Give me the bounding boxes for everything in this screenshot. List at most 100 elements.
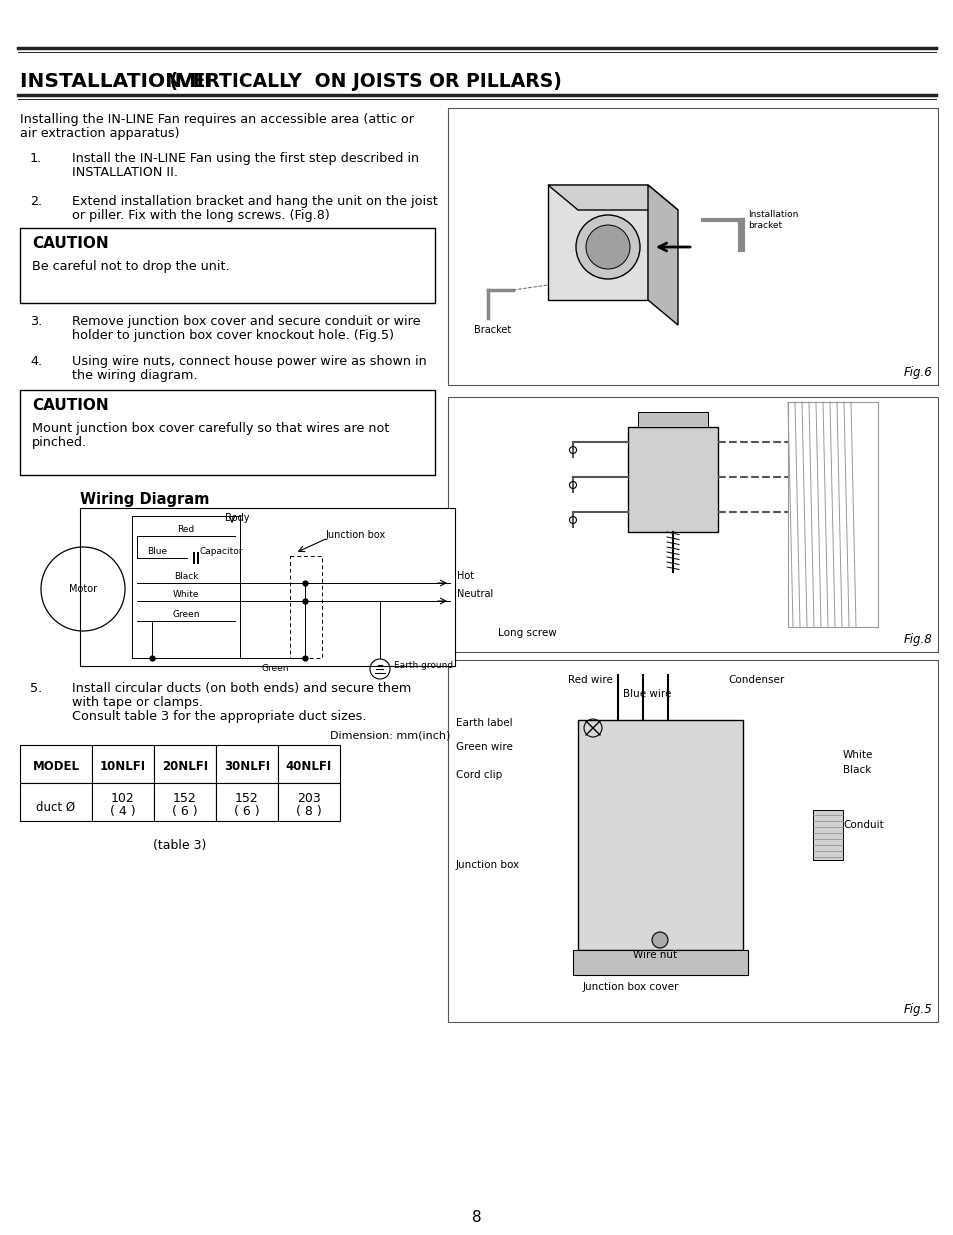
Bar	[20, 390, 435, 475]
Text: ( 8 ): ( 8 )	[295, 805, 321, 818]
Bar	[20, 745, 91, 783]
Bar	[153, 745, 215, 783]
Bar	[627, 427, 718, 532]
Bar	[20, 783, 91, 821]
Text: 8: 8	[472, 1210, 481, 1225]
Bar	[578, 720, 742, 950]
Text: duct Ø: duct Ø	[36, 800, 75, 814]
Bar	[448, 396, 937, 652]
Bar	[573, 950, 747, 974]
Text: Install circular ducts (on both ends) and secure them: Install circular ducts (on both ends) an…	[71, 682, 411, 695]
Bar	[215, 783, 277, 821]
Bar	[448, 107, 937, 385]
Text: (VERTICALLY  ON JOISTS OR PILLARS): (VERTICALLY ON JOISTS OR PILLARS)	[163, 72, 561, 91]
Text: Wiring Diagram: Wiring Diagram	[80, 492, 209, 508]
Bar	[132, 516, 240, 658]
Text: Green wire: Green wire	[456, 742, 513, 752]
Text: 203: 203	[296, 792, 320, 805]
Text: 10NLFI: 10NLFI	[100, 760, 146, 773]
Text: Junction box cover: Junction box cover	[582, 982, 679, 992]
Text: Install the IN-LINE Fan using the first step described in: Install the IN-LINE Fan using the first …	[71, 152, 418, 165]
Bar	[215, 745, 277, 783]
Text: Earth ground: Earth ground	[394, 662, 453, 671]
Text: White: White	[842, 750, 872, 760]
Text: 40NLFI: 40NLFI	[286, 760, 332, 773]
Text: Junction box: Junction box	[456, 860, 519, 869]
Bar	[547, 185, 647, 300]
Bar	[91, 745, 153, 783]
Circle shape	[651, 932, 667, 948]
Bar	[812, 810, 842, 860]
Text: Cord clip: Cord clip	[456, 769, 501, 781]
Text: INSTALLATION II.: INSTALLATION II.	[71, 165, 178, 179]
Text: the wiring diagram.: the wiring diagram.	[71, 369, 197, 382]
Bar	[20, 228, 435, 303]
Text: ( 6 ): ( 6 )	[172, 805, 197, 818]
Text: Using wire nuts, connect house power wire as shown in: Using wire nuts, connect house power wir…	[71, 354, 426, 368]
Text: Condenser: Condenser	[727, 676, 783, 685]
Text: 4.: 4.	[30, 354, 42, 368]
Text: 5.: 5.	[30, 682, 42, 695]
Circle shape	[585, 225, 629, 269]
Text: air extraction apparatus): air extraction apparatus)	[20, 127, 179, 140]
Text: Black: Black	[173, 572, 198, 580]
Text: Installation
bracket: Installation bracket	[747, 210, 798, 230]
Text: Earth label: Earth label	[456, 718, 512, 727]
Text: Remove junction box cover and secure conduit or wire: Remove junction box cover and secure con…	[71, 315, 420, 329]
Text: Motor: Motor	[69, 584, 97, 594]
Text: ( 4 ): ( 4 )	[111, 805, 135, 818]
Polygon shape	[547, 185, 678, 210]
Text: Black: Black	[842, 764, 870, 776]
Bar	[153, 783, 215, 821]
Text: Dimension: mm(inch): Dimension: mm(inch)	[330, 730, 450, 740]
Text: INSTALLATION III: INSTALLATION III	[20, 72, 212, 91]
Text: Blue: Blue	[147, 547, 167, 556]
Text: Extend installation bracket and hang the unit on the joist: Extend installation bracket and hang the…	[71, 195, 437, 207]
Text: CAUTION: CAUTION	[32, 236, 109, 251]
Text: 1.: 1.	[30, 152, 42, 165]
Polygon shape	[647, 185, 678, 325]
Text: Green: Green	[172, 610, 199, 619]
Text: Blue wire: Blue wire	[622, 689, 671, 699]
Text: Red: Red	[177, 525, 194, 534]
Text: Bracket: Bracket	[474, 325, 511, 335]
Text: 3.: 3.	[30, 315, 42, 329]
Text: Fig.5: Fig.5	[902, 1003, 931, 1016]
Text: Fig.8: Fig.8	[902, 634, 931, 646]
Text: White: White	[172, 590, 199, 599]
Text: 2.: 2.	[30, 195, 42, 207]
Text: MODEL: MODEL	[32, 760, 79, 773]
Bar	[91, 783, 153, 821]
Text: 20NLFI: 20NLFI	[162, 760, 208, 773]
Text: Fig.6: Fig.6	[902, 366, 931, 379]
Text: CAUTION: CAUTION	[32, 398, 109, 412]
Circle shape	[576, 215, 639, 279]
Text: Be careful not to drop the unit.: Be careful not to drop the unit.	[32, 261, 230, 273]
Text: Installing the IN-LINE Fan requires an accessible area (attic or: Installing the IN-LINE Fan requires an a…	[20, 112, 414, 126]
Text: Red wire: Red wire	[567, 676, 612, 685]
Text: Mount junction box cover carefully so that wires are not: Mount junction box cover carefully so th…	[32, 422, 389, 435]
Text: 152: 152	[234, 792, 258, 805]
Text: Long screw: Long screw	[497, 629, 557, 638]
Bar	[277, 783, 339, 821]
Text: with tape or clamps.: with tape or clamps.	[71, 697, 203, 709]
Text: ( 6 ): ( 6 )	[233, 805, 259, 818]
Text: (table 3): (table 3)	[153, 839, 207, 852]
Bar	[448, 659, 937, 1023]
Text: pinched.: pinched.	[32, 436, 87, 450]
Bar	[787, 403, 877, 627]
Text: Capacitor: Capacitor	[200, 547, 243, 556]
Text: 102: 102	[111, 792, 134, 805]
Text: 152: 152	[172, 792, 196, 805]
Text: Hot: Hot	[456, 571, 474, 580]
Text: or piller. Fix with the long screws. (Fig.8): or piller. Fix with the long screws. (Fi…	[71, 209, 330, 222]
Bar	[80, 508, 455, 666]
Text: Consult table 3 for the appropriate duct sizes.: Consult table 3 for the appropriate duct…	[71, 710, 366, 722]
Text: Wire nut: Wire nut	[633, 950, 677, 960]
Text: 30NLFI: 30NLFI	[224, 760, 270, 773]
Text: Neutral: Neutral	[456, 589, 493, 599]
Text: holder to junction box cover knockout hole. (Fig.5): holder to junction box cover knockout ho…	[71, 329, 394, 342]
Text: Green: Green	[261, 664, 289, 673]
Text: Body: Body	[225, 513, 250, 522]
Text: Conduit: Conduit	[842, 820, 882, 830]
